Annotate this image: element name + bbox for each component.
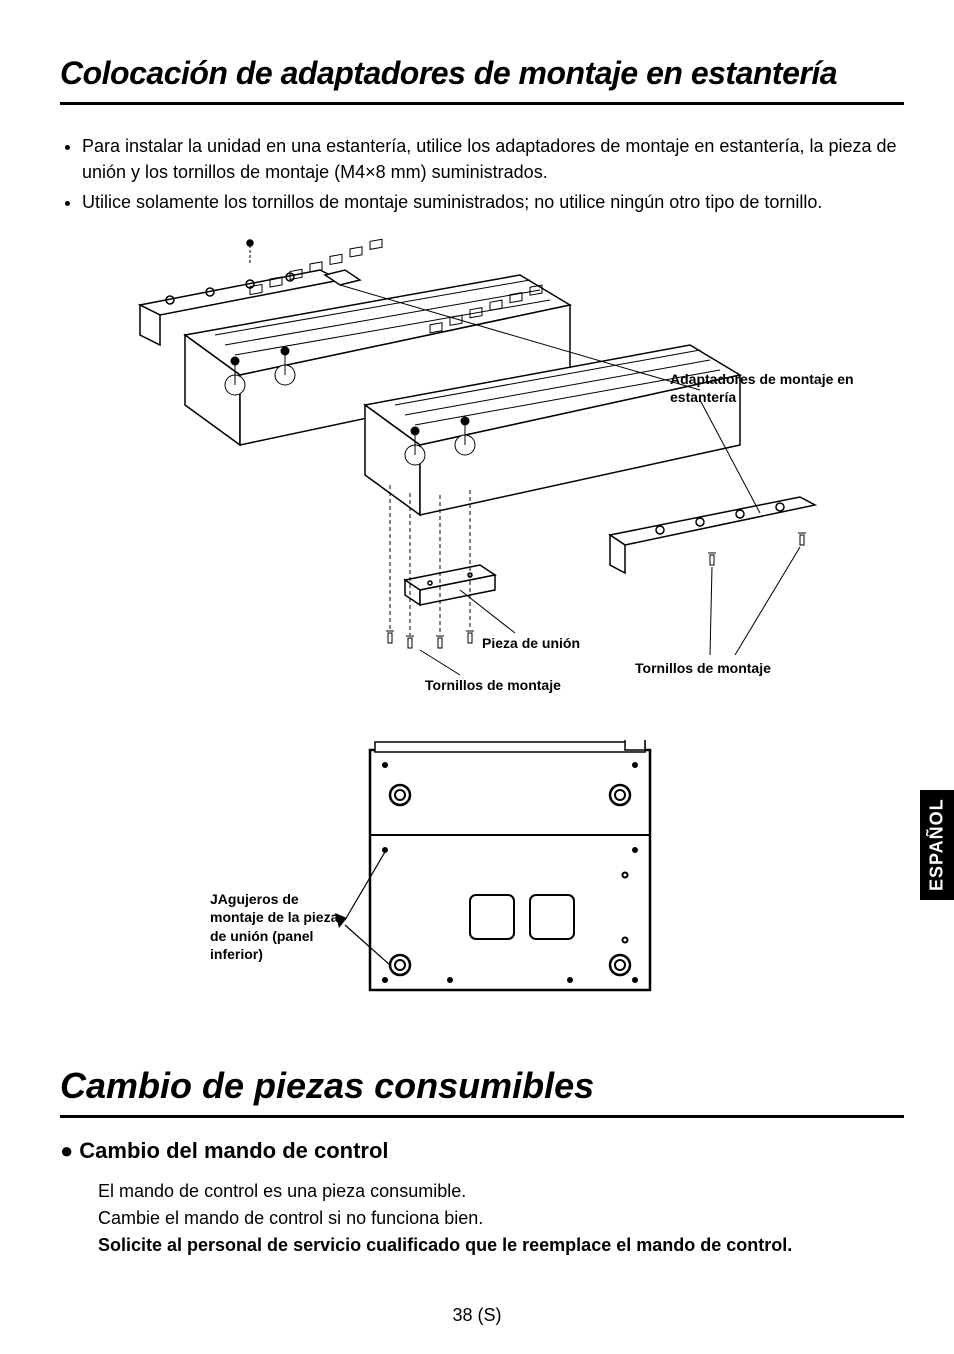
- bullet-icon: ●: [60, 1138, 73, 1163]
- language-tab: ESPAÑOL: [920, 790, 954, 900]
- subheading-text: Cambio del mando de control: [79, 1138, 388, 1163]
- figure-label-mounting-holes: JAgujeros de montaje de la pieza de unió…: [210, 890, 340, 963]
- figure-label-joining-piece: Pieza de unión: [482, 635, 580, 651]
- body-line-bold: Solicite al personal de servicio cualifi…: [98, 1232, 904, 1259]
- section-heading-2: Cambio de piezas consumibles: [60, 1065, 904, 1118]
- figure-rack-mount: Adaptadores de montaje en estantería Pie…: [60, 235, 904, 725]
- page-number: 38 (S): [0, 1305, 954, 1326]
- bullet-list: Para instalar la unidad en una estanterí…: [60, 133, 904, 215]
- figure-label-screws-1: Tornillos de montaje: [425, 677, 561, 693]
- body-paragraph: El mando de control es una pieza consumi…: [60, 1178, 904, 1259]
- figure-label-adapters: Adaptadores de montaje en estantería: [670, 370, 890, 406]
- body-line: El mando de control es una pieza consumi…: [98, 1178, 904, 1205]
- diagram-isometric: [100, 235, 820, 715]
- subheading: ●Cambio del mando de control: [60, 1138, 904, 1164]
- body-line: Cambie el mando de control si no funcion…: [98, 1205, 904, 1232]
- section-heading-1: Colocación de adaptadores de montaje en …: [60, 55, 904, 105]
- bullet-item: Para instalar la unidad en una estanterí…: [82, 133, 904, 185]
- bullet-item: Utilice solamente los tornillos de monta…: [82, 189, 904, 215]
- figure-label-screws-2: Tornillos de montaje: [635, 660, 771, 676]
- figure-bottom-panel: JAgujeros de montaje de la pieza de unió…: [60, 740, 904, 1010]
